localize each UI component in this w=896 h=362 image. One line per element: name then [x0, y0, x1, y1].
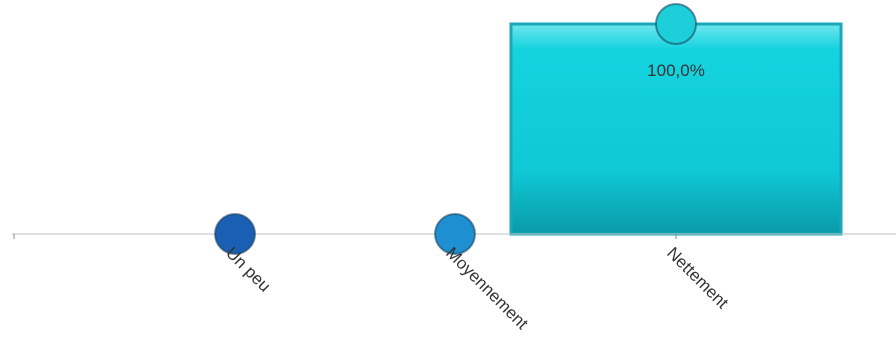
marker-un-peu[interactable] — [214, 213, 256, 255]
x-tick-label-moyennement: Moyennement — [442, 243, 532, 333]
tick-labels: Un peu Moyennement Nettement — [222, 243, 732, 333]
bars — [509, 22, 843, 236]
marker-moyennement[interactable] — [434, 213, 476, 255]
x-tick-label-nettement: Nettement — [663, 243, 732, 312]
data-labels: 100,0% — [647, 61, 705, 80]
marker-nettement[interactable] — [655, 3, 697, 45]
bar-nettement[interactable] — [509, 22, 843, 236]
x-tick-label-un-peu: Un peu — [222, 243, 274, 295]
markers — [214, 3, 697, 255]
data-label-nettement: 100,0% — [647, 61, 705, 80]
